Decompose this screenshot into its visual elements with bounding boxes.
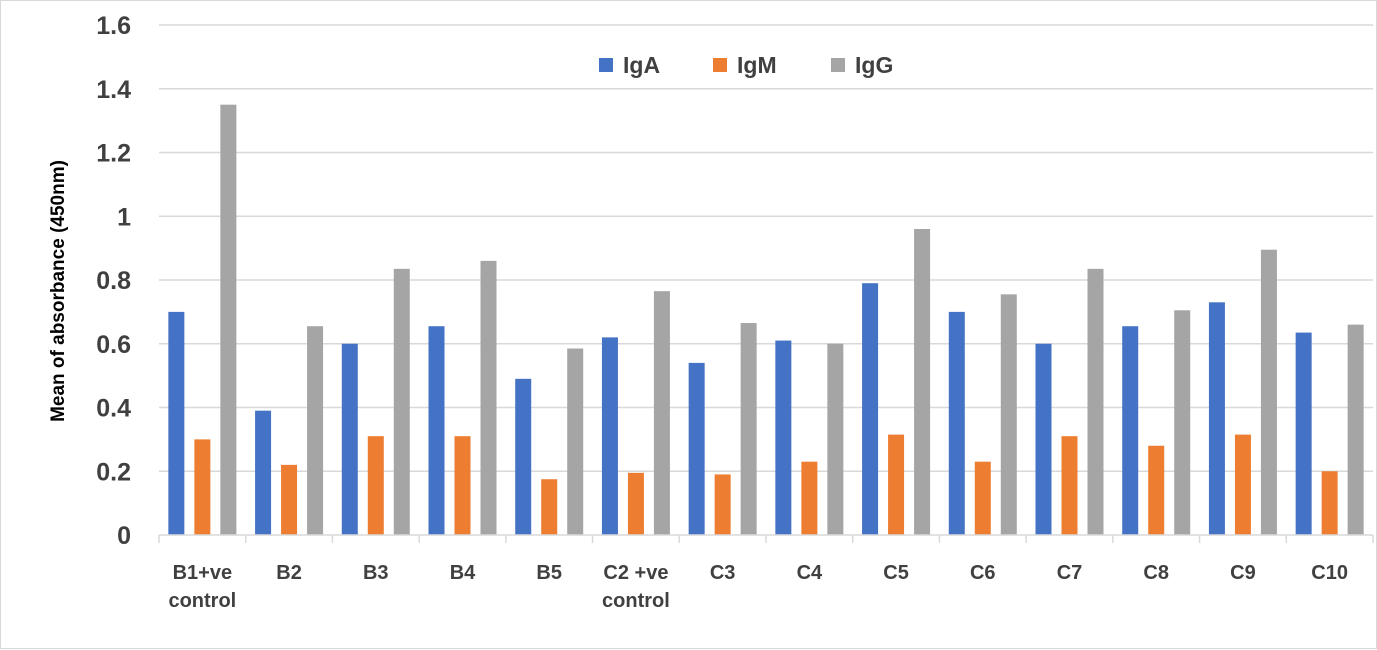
x-tick-label: B1+ve control	[168, 562, 236, 612]
x-tick-label: C8	[1143, 562, 1169, 584]
bar-igm	[715, 474, 731, 535]
y-tick-label: 1	[117, 203, 131, 231]
y-tick-label: 1.6	[96, 12, 131, 40]
y-tick-label: 0	[117, 522, 131, 550]
legend-label-igm: IgM	[737, 52, 777, 78]
y-tick-label: 0.2	[96, 458, 131, 486]
x-tick-label: C7	[1057, 562, 1083, 584]
x-tick-label: B4	[450, 562, 476, 584]
bar-igm	[1062, 436, 1078, 535]
bar-iga	[775, 341, 791, 535]
bar-igg	[1348, 325, 1364, 535]
bar-igg	[220, 105, 236, 535]
x-tick-label: C2 +ve control	[602, 562, 670, 612]
x-tick-label: B3	[363, 562, 389, 584]
x-tick-label: C3	[710, 562, 736, 584]
bar-igg	[1174, 310, 1190, 535]
legend-swatch-igg	[831, 58, 845, 72]
bar-iga	[515, 379, 531, 535]
bar-igg	[481, 261, 497, 535]
bar-igm	[888, 435, 904, 535]
x-tick-label: C4	[797, 562, 823, 584]
legend: IgA IgM IgG	[599, 52, 893, 78]
bar-iga	[949, 312, 965, 535]
bar-igm	[541, 479, 557, 535]
bar-igg	[1088, 269, 1104, 535]
x-tick-label: C6	[970, 562, 996, 584]
bar-iga	[862, 283, 878, 535]
bar-iga	[1296, 333, 1312, 535]
bar-iga	[602, 337, 618, 535]
bar-igg	[1001, 294, 1017, 535]
bar-igm	[628, 473, 644, 535]
y-tick-label: 0.4	[96, 395, 131, 423]
x-tick-label: C5	[883, 562, 909, 584]
x-tick-label: C10	[1311, 562, 1348, 584]
bar-igm	[194, 439, 210, 535]
bar-igm	[1235, 435, 1251, 535]
bar-iga	[342, 344, 358, 535]
bar-igg	[827, 344, 843, 535]
bar-iga	[1122, 326, 1138, 535]
x-tick-label: B2	[276, 562, 302, 584]
y-tick-label: 1.4	[96, 76, 131, 104]
bar-igm	[975, 462, 991, 535]
x-axis	[159, 535, 1373, 543]
bar-igg	[654, 291, 670, 535]
bar-igg	[741, 323, 757, 535]
bar-igg	[567, 349, 583, 535]
bar-igg	[307, 326, 323, 535]
y-tick-label: 0.6	[96, 331, 131, 359]
gridlines	[159, 25, 1373, 471]
bar-igm	[1148, 446, 1164, 535]
bar-iga	[255, 411, 271, 535]
x-tick-label: B5	[536, 562, 562, 584]
y-axis-title: Mean of absorbance (450nm)	[48, 160, 69, 422]
bar-igm	[455, 436, 471, 535]
y-tick-label: 0.8	[96, 267, 131, 295]
bar-igg	[394, 269, 410, 535]
bar-igm	[801, 462, 817, 535]
bar-iga	[689, 363, 705, 535]
x-tick-label: C9	[1230, 562, 1256, 584]
bar-igg	[1261, 250, 1277, 535]
bar-igm	[368, 436, 384, 535]
bar-iga	[1036, 344, 1052, 535]
y-axis-ticks: 0 0.2 0.4 0.6 0.8 1 1.2 1.4 1.6	[96, 12, 131, 550]
bar-iga	[429, 326, 445, 535]
x-axis-ticks: B1+ve control B2 B3 B4 B5 C2 +ve control C3 C4 C5 C…	[168, 562, 1348, 612]
bar-igm	[281, 465, 297, 535]
bars	[168, 105, 1363, 535]
legend-label-igg: IgG	[855, 52, 893, 78]
bar-iga	[168, 312, 184, 535]
y-tick-label: 1.2	[96, 140, 131, 168]
bar-iga	[1209, 302, 1225, 535]
legend-label-iga: IgA	[623, 52, 660, 78]
bar-igm	[1322, 471, 1338, 535]
bar-igg	[914, 229, 930, 535]
legend-swatch-igm	[713, 58, 727, 72]
legend-swatch-iga	[599, 58, 613, 72]
